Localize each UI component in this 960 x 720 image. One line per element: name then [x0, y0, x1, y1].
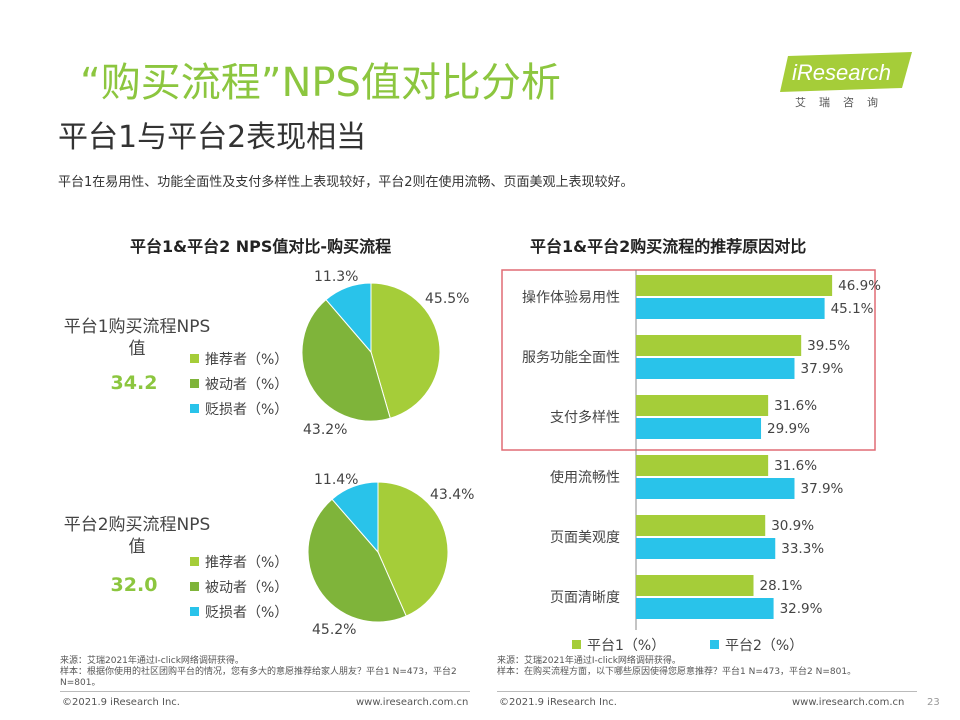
legend-swatch — [190, 354, 199, 363]
pie-slice — [377, 481, 449, 617]
summary-text: 平台1在易用性、功能全面性及支付多样性上表现较好，平台2则在使用流畅、页面美观上… — [58, 175, 634, 190]
pie-slice — [370, 282, 441, 419]
pie-value-label: 45.5% — [425, 291, 469, 307]
iresearch-logo: iResearch 艾瑞咨询 — [780, 52, 915, 112]
logo-banner-shape — [780, 52, 912, 92]
bar-value-label: 46.9% — [838, 278, 881, 294]
legend-item-promoter: 推荐者（%） — [190, 549, 288, 574]
bar-value-label: 37.9% — [800, 361, 843, 377]
bar-category-label: 页面清晰度 — [550, 590, 620, 606]
bar — [636, 418, 762, 439]
bar-category-label: 使用流畅性 — [550, 469, 620, 486]
legend-swatch — [190, 404, 199, 413]
footer-rule-left — [60, 691, 470, 692]
pie-slice — [307, 498, 407, 623]
footer-copyright-left: ©2021.9 iResearch Inc. — [62, 697, 180, 708]
bar — [636, 455, 769, 476]
logo-text: iResearch — [792, 60, 892, 85]
legend-item-promoter: 推荐者（%） — [190, 346, 288, 371]
bar — [636, 275, 833, 296]
bar-category-label: 支付多样性 — [550, 409, 620, 426]
legend-item-detractor: 贬损者（%） — [190, 599, 288, 624]
page-number: 23 — [927, 697, 940, 708]
left-notes: 来源：艾瑞2021年通过I-click网络调研获得。 样本：根据你使用的社区团购… — [60, 656, 470, 689]
bar — [636, 335, 802, 356]
bar-value-label: 39.5% — [807, 338, 850, 354]
bar-value-label: 29.9% — [767, 421, 810, 437]
pie1-legend: 推荐者（%） 被动者（%） 贬损者（%） — [190, 346, 288, 421]
bar-value-label: 37.9% — [800, 481, 843, 497]
right-chart-title: 平台1&平台2购买流程的推荐原因对比 — [530, 237, 807, 256]
left-sample-note: 样本：根据你使用的社区团购平台的情况，您有多大的意愿推荐给家人朋友？平台1 N=… — [60, 667, 457, 688]
footer-rule-right — [497, 691, 917, 692]
bar — [636, 298, 825, 319]
bar-value-label: 31.6% — [774, 398, 817, 414]
bar-legend-swatch — [572, 640, 581, 649]
legend-item-passive: 被动者（%） — [190, 371, 288, 396]
legend-swatch — [190, 557, 199, 566]
nps-value-platform2: 32.0 — [110, 574, 158, 596]
bar-legend-swatch — [710, 640, 719, 649]
highlight-box — [501, 269, 876, 451]
bar — [636, 478, 795, 499]
pie-slice — [331, 481, 379, 554]
legend-swatch — [190, 607, 199, 616]
pie-value-label: 11.3% — [314, 269, 358, 285]
bar-value-label: 30.9% — [771, 518, 814, 534]
pie-slice — [301, 298, 391, 422]
footer-url-left: www.iresearch.com.cn — [356, 697, 469, 708]
nps-label-platform1: 平台1购买流程NPS值 — [63, 317, 211, 359]
bar-value-label: 45.1% — [831, 301, 874, 317]
bar-category-label: 服务功能全面性 — [522, 349, 620, 366]
bar-legend-label: 平台2（%） — [725, 638, 803, 654]
page-title: “购买流程”NPS值对比分析 — [80, 60, 561, 106]
right-notes: 来源：艾瑞2021年通过I-click网络调研获得。 样本：在购买流程方面，以下… — [497, 656, 917, 678]
bar — [636, 598, 774, 619]
bar-value-label: 32.9% — [780, 601, 823, 617]
right-sample-note: 样本：在购买流程方面，以下哪些原因使得您愿意推荐？平台1 N=473，平台2 N… — [497, 667, 857, 677]
bar — [636, 358, 795, 379]
pie-slice — [325, 282, 372, 354]
bar-legend-label: 平台1（%） — [587, 638, 665, 654]
bar-value-label: 31.6% — [774, 458, 817, 474]
footer-copyright-right: ©2021.9 iResearch Inc. — [499, 697, 617, 708]
logo-subtext: 艾瑞咨询 — [795, 96, 891, 109]
page-subtitle: 平台1与平台2表现相当 — [58, 120, 367, 155]
nps-value-platform1: 34.2 — [110, 372, 158, 394]
bar-value-label: 28.1% — [760, 578, 803, 594]
bar — [636, 395, 769, 416]
bar-chart: 操作体验易用性 46.9% 45.1% 服务功能全面性 39.5% 37.9% 支付多样性 3… — [501, 269, 881, 654]
pie2-legend: 推荐者（%） 被动者（%） 贬损者（%） — [190, 549, 288, 624]
footer-url-right: www.iresearch.com.cn — [792, 697, 905, 708]
bar — [636, 575, 754, 596]
bar-category-label: 操作体验易用性 — [522, 290, 620, 306]
legend-item-passive: 被动者（%） — [190, 574, 288, 599]
pie-charts: 45.5% 43.2% 11.3% 43.4% 45.2% 11.4% — [301, 269, 474, 638]
left-chart-title: 平台1&平台2 NPS值对比-购买流程 — [130, 237, 392, 256]
pie-value-label: 11.4% — [314, 472, 358, 488]
pie-value-label: 43.2% — [303, 422, 347, 438]
legend-swatch — [190, 582, 199, 591]
bar-value-label: 33.3% — [781, 541, 824, 557]
legend-item-detractor: 贬损者（%） — [190, 396, 288, 421]
bar — [636, 515, 766, 536]
pie-value-label: 43.4% — [430, 487, 474, 503]
right-source-note: 来源：艾瑞2021年通过I-click网络调研获得。 — [497, 656, 681, 666]
bar-category-label: 页面美观度 — [550, 530, 620, 546]
nps-label-platform2: 平台2购买流程NPS值 — [63, 515, 211, 557]
left-source-note: 来源：艾瑞2021年通过I-click网络调研获得。 — [60, 656, 244, 666]
bar — [636, 538, 776, 559]
pie-value-label: 45.2% — [312, 622, 356, 638]
legend-swatch — [190, 379, 199, 388]
